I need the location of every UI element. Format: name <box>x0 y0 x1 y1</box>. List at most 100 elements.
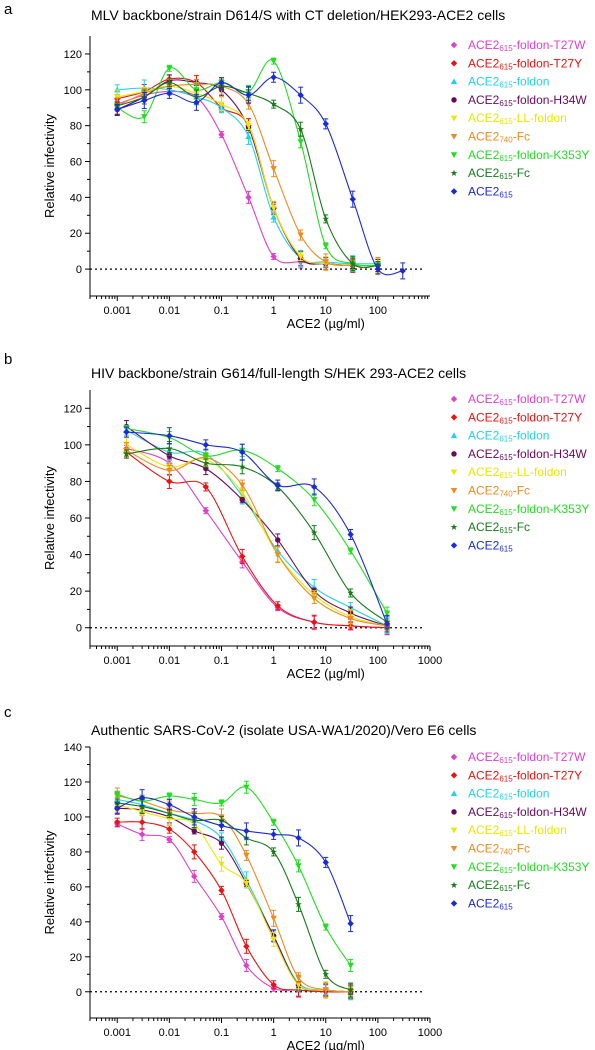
y-tick-label: 0 <box>76 623 82 635</box>
legend-marker <box>450 881 458 888</box>
legend-entry: ACE2615 <box>468 184 513 199</box>
series-6 <box>114 787 354 999</box>
chart-panel-c: c Authentic SARS-CoV-2 (isolate USA-WA1/2… <box>4 704 589 1050</box>
chart-title: MLV backbone/strain D614/S with CT delet… <box>91 7 505 23</box>
data-point <box>274 466 281 472</box>
legend-entry: ACE2615-foldon <box>468 429 549 444</box>
legend-marker <box>450 414 458 421</box>
fit-curve <box>126 447 388 623</box>
x-tick-label: 1 <box>271 1027 277 1039</box>
data-point <box>166 432 173 439</box>
legend-marker <box>450 864 458 870</box>
legend-entry: ACE2615-foldon <box>468 787 549 802</box>
legend-entry: ACE2615-Fc <box>468 166 530 181</box>
legend-marker <box>450 133 458 140</box>
legend-marker <box>450 60 458 67</box>
legend-entry: ACE2615-LL-foldon <box>468 823 567 838</box>
fit-curve <box>126 444 388 627</box>
fit-curve <box>117 79 378 267</box>
x-tick-label: 0.1 <box>214 655 229 667</box>
data-point <box>295 982 302 988</box>
data-point <box>322 243 329 249</box>
fit-curve <box>117 87 378 265</box>
data-point <box>239 448 246 456</box>
fit-curve <box>117 798 351 993</box>
fit-curve <box>117 802 351 991</box>
data-point <box>270 819 277 826</box>
legend: ACE2615-foldon-T27W ACE2615-foldon-T27Y AC… <box>450 38 589 199</box>
data-point <box>114 791 121 798</box>
data-point <box>245 194 252 201</box>
data-point <box>218 861 225 868</box>
legend-entry: ACE2615-foldon-H34W <box>468 93 587 108</box>
legend-marker <box>450 469 458 476</box>
series-4 <box>114 801 354 997</box>
data-point <box>270 166 277 172</box>
data-point <box>322 987 329 994</box>
legend-marker <box>450 523 458 530</box>
fit-curve <box>117 82 378 269</box>
data-point <box>218 840 225 846</box>
legend-entry: ACE2615-foldon-H34W <box>468 805 587 820</box>
data-point <box>245 91 252 99</box>
legend-entry: ACE2740-Fc <box>468 484 530 499</box>
fit-curve <box>117 85 378 267</box>
data-point <box>238 463 246 470</box>
y-tick-label: 0 <box>76 987 82 999</box>
data-point <box>123 428 130 436</box>
y-tick-label: 40 <box>70 917 82 929</box>
data-point <box>275 537 281 543</box>
y-tick-label: 140 <box>64 742 82 754</box>
data-point <box>166 444 173 452</box>
legend-entry: ACE2615 <box>468 896 513 911</box>
legend-entry: ACE2615-LL-foldon <box>468 465 567 480</box>
data-point <box>295 834 302 842</box>
data-point <box>270 831 277 838</box>
series-4 <box>123 420 390 630</box>
data-point <box>310 483 318 491</box>
data-point <box>270 58 277 65</box>
x-tick-label: 100 <box>369 1027 387 1039</box>
legend-entry: ACE2615-foldon-T27W <box>468 392 586 407</box>
data-point <box>243 827 250 835</box>
data-point <box>347 531 354 538</box>
fit-curve <box>117 90 378 267</box>
fit-curve <box>126 426 388 627</box>
legend-marker <box>450 41 458 49</box>
x-axis-label: ACE2 (µg/ml) <box>287 316 365 331</box>
chart-title: Authentic SARS-CoV-2 (isolate USA-WA1/20… <box>91 722 476 738</box>
data-point <box>218 131 225 138</box>
data-point <box>322 970 330 978</box>
panel-label: b <box>4 351 12 368</box>
data-point <box>202 441 210 449</box>
fit-curve <box>126 427 388 614</box>
data-point <box>245 123 252 129</box>
y-tick-label: 120 <box>64 777 82 789</box>
data-point <box>347 589 354 596</box>
series-3 <box>114 793 354 1001</box>
fit-curve <box>126 429 388 627</box>
data-point <box>243 784 250 791</box>
x-tick-label: 1000 <box>418 1027 442 1039</box>
data-point <box>123 450 130 457</box>
x-tick-label: 0.001 <box>103 1027 131 1039</box>
legend: ACE2615-foldon-T27W ACE2615-foldon-T27Y AC… <box>450 750 589 911</box>
data-point <box>297 91 304 99</box>
data-point <box>218 816 225 824</box>
y-axis-label: Relative infectivity <box>42 113 57 218</box>
legend-entry: ACE2615-Fc <box>468 878 530 893</box>
data-point <box>274 481 281 489</box>
fit-curve <box>117 804 351 993</box>
legend-marker <box>450 152 458 158</box>
legend: ACE2615-foldon-T27W ACE2615-foldon-T27Y AC… <box>450 392 589 553</box>
fit-curve <box>117 76 403 276</box>
data-point <box>270 253 277 260</box>
data-point <box>114 106 121 113</box>
data-point <box>166 65 173 72</box>
y-axis-label: Relative infectivity <box>42 465 57 570</box>
series-9 <box>114 789 354 933</box>
legend-entry: ACE2615-foldon-T27W <box>468 38 586 53</box>
data-point <box>297 125 304 133</box>
data-point <box>166 836 173 843</box>
